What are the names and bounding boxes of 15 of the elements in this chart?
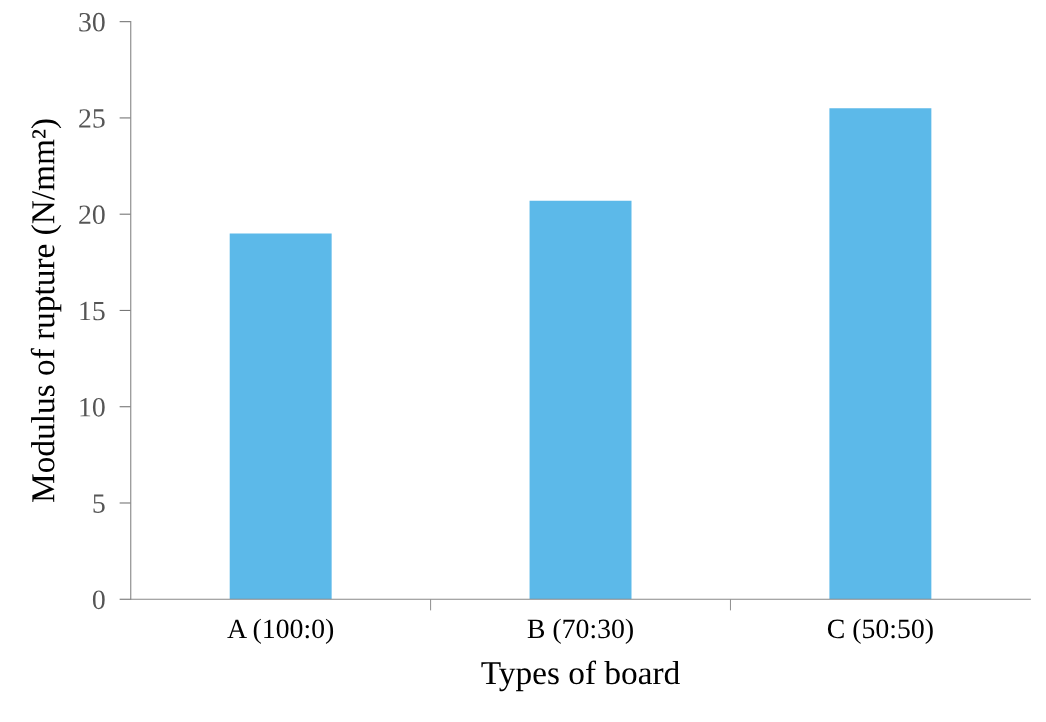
y-tick-label: 15 — [80, 301, 105, 321]
x-tick-label: C (50:50) — [827, 618, 933, 644]
y-tick-label: 25 — [79, 109, 105, 128]
bar — [229, 233, 332, 600]
y-tick-label: 5 — [93, 494, 105, 513]
y-tick-label: 10 — [80, 397, 105, 417]
x-tick-label: B (70:30) — [527, 618, 633, 644]
x-tick-label: A (100:0) — [227, 618, 334, 644]
y-axis-title: Modulus of rupture (N/mm²) — [30, 119, 62, 502]
y-tick-label: 30 — [79, 12, 105, 32]
y-tick-label: 0 — [92, 590, 105, 610]
y-tick-label: 20 — [79, 205, 105, 225]
x-axis-title: Types of board — [481, 660, 680, 692]
bar — [529, 200, 632, 600]
bar — [829, 108, 932, 600]
